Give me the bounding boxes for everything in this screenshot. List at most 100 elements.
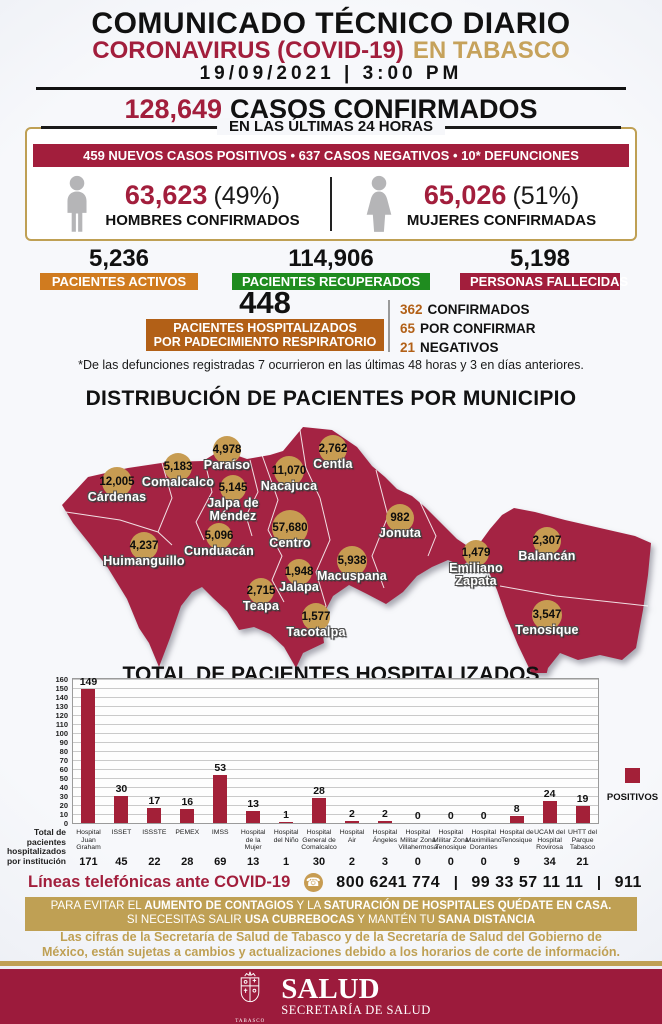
gridline-50 [73, 778, 598, 779]
chart-bar-15 [575, 806, 590, 823]
municipality-name-16: Tenosique [515, 623, 579, 637]
bar-label-12: Hospital Maximiliano Dorantes [465, 829, 502, 852]
municipality-circle-16 [532, 600, 562, 630]
bar-value-3: 16 [181, 796, 194, 808]
banner-segment-0: PARA EVITAR EL [50, 900, 145, 912]
breakdown-confirmed-value: 362 [400, 302, 423, 317]
gridline-110 [73, 724, 598, 725]
bar-total-1: 45 [115, 856, 128, 868]
municipality-name-7: Centro [269, 536, 311, 550]
bar-value-6: 1 [283, 809, 290, 821]
bar-value-12: 0 [480, 810, 487, 822]
banner-segment-2: Y MANTÉN TU [354, 913, 439, 926]
chart-bar-2 [147, 808, 162, 823]
hospitalized-divider [388, 300, 390, 352]
municipality-circle-2 [213, 436, 241, 464]
y-tick-80: 80 [59, 747, 68, 756]
y-tick-160: 160 [55, 675, 68, 684]
bar-value-8: 2 [349, 808, 355, 820]
male-icon [63, 175, 91, 233]
bar-value-7: 28 [313, 785, 325, 797]
page-title: COMUNICADO TÉCNICO DIARIO [91, 7, 571, 40]
bar-label-1: ISSET [111, 829, 132, 836]
footer-org: SALUD [281, 973, 380, 1005]
map-title: DISTRIBUCIÓN DE PACIENTES POR MUNICIPIO [85, 387, 577, 410]
gridline-160 [73, 679, 598, 680]
confirmed-total-value: 128,649 [124, 94, 223, 124]
chart-bar-5 [246, 811, 261, 823]
bar-total-8: 2 [348, 856, 356, 868]
municipality-value-2: 4,978 [212, 444, 242, 456]
bar-total-13: 9 [513, 856, 520, 868]
page-subtitle: CORONAVIRUS (COVID-19) EN TABASCO [0, 37, 662, 65]
y-tick-20: 20 [59, 801, 68, 810]
bar-value-10: 0 [414, 810, 421, 822]
bar-label-7: Hospital General de Comalcalco [301, 829, 337, 852]
municipality-circle-4 [274, 456, 304, 486]
bar-label-0: Hospital Juan Graham [76, 829, 101, 852]
municipality-circle-8 [130, 532, 158, 560]
hospitalized-label-line1: PACIENTES HOSPITALIZADOS [173, 321, 357, 335]
gridline-60 [73, 769, 598, 770]
hospitalized-breakdown: 362 CONFIRMADOS 65 POR CONFIRMAR 21 NEGATIV… [400, 302, 536, 359]
deaths-footnote: *De las defunciones registradas 7 ocurri… [78, 358, 584, 372]
recovered-patients-value: 114,906 [288, 245, 374, 272]
bar-label-14: UCAM del Hospital Rovirosa [534, 829, 566, 852]
hospitalized-label: PACIENTES HOSPITALIZADOS POR PADECIMIENT… [145, 319, 385, 351]
last-24h-box: EN LAS ÚLTIMAS 24 HORAS 459 NUEVOS CASOS… [25, 118, 637, 241]
male-pct: (49%) [213, 181, 281, 210]
tabasco-map-shape [62, 427, 651, 673]
y-tick-70: 70 [59, 756, 68, 765]
municipality-circle-7 [272, 510, 308, 546]
bar-label-13: Hospital de Tenosique [499, 829, 534, 844]
municipality-name-2: Paraíso [203, 458, 251, 472]
chart-plot-area [72, 678, 599, 824]
bar-value-2: 17 [148, 795, 161, 807]
municipality-value-16: 3,547 [532, 609, 562, 621]
municipality-name-10: Teapa [242, 599, 280, 613]
bar-value-9: 2 [381, 808, 388, 820]
legend-swatch-positivos [625, 768, 640, 783]
chart-legend: POSITIVOS [603, 768, 662, 805]
breakdown-negative-value: 21 [400, 340, 416, 355]
male-label: HOMBRES CONFIRMADOS [105, 211, 300, 229]
bar-total-3: 28 [181, 856, 194, 868]
breakdown-pending: 65 POR CONFIRMAR [400, 321, 536, 336]
phone-number-2: 99 33 57 11 11 [471, 873, 584, 891]
municipality-value-13: 982 [390, 512, 410, 524]
deceased-label: PERSONAS FALLECIDAS [460, 273, 628, 290]
municipality-circle-15 [533, 527, 561, 555]
chart-bar-0 [81, 689, 96, 823]
bar-label-10: Hospital Militar Zona Villahermosa [398, 829, 438, 852]
female-label: MUJERES CONFIRMADAS [406, 211, 597, 229]
gridline-70 [73, 760, 598, 761]
bar-label-9: Hospital Ángeles [372, 829, 398, 844]
municipality-name-14: Emiliano Zapata [449, 561, 503, 588]
bar-value-5: 13 [247, 798, 259, 810]
bar-label-2: ISSSTE [142, 829, 167, 836]
footer-sub: SECRETARÍA DE SALUD [281, 1003, 431, 1017]
municipality-name-3: Jalpa de Méndez [207, 496, 259, 523]
municipality-name-11: Tacotalpa [286, 625, 346, 639]
banner-segment-1: USA CUBREBOCAS [244, 913, 355, 926]
gridline-150 [73, 688, 598, 689]
municipality-circle-0 [102, 467, 132, 497]
banner-segment-3: SANA DISTANCIA [438, 913, 536, 926]
phone-icon: ☎ [303, 873, 323, 892]
municipality-value-14: 1,479 [461, 547, 491, 559]
municipality-name-8: Huimanguillo [103, 554, 185, 568]
period-chip: EN LAS ÚLTIMAS 24 HORAS [217, 118, 445, 135]
bar-total-2: 22 [148, 856, 161, 868]
hospitalized-bar-chart: Total de pacientes hospitalizados por in… [0, 675, 662, 872]
municipality-circle-6 [206, 523, 232, 549]
bar-value-1: 30 [115, 783, 128, 795]
chart-bar-1 [114, 796, 129, 823]
y-tick-10: 10 [59, 810, 68, 819]
municipality-value-12: 5,938 [337, 555, 367, 567]
crest-state-label: TABASCO [235, 1018, 266, 1024]
bar-total-14: 34 [543, 856, 556, 868]
chart-bar-4 [213, 775, 228, 823]
y-tick-130: 130 [55, 702, 68, 711]
bar-total-11: 0 [447, 856, 454, 868]
chart-bar-13 [509, 816, 524, 823]
